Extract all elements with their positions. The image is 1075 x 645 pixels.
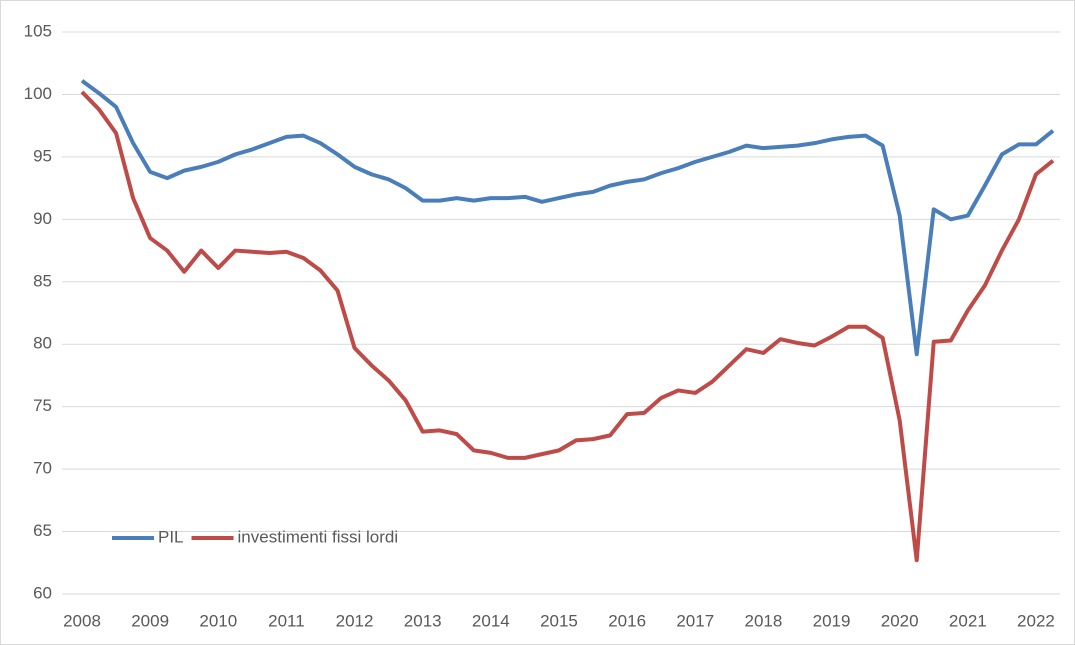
y-tick-label: 65 — [33, 521, 52, 540]
x-tick-label: 2018 — [744, 611, 782, 630]
y-tick-label: 95 — [33, 146, 52, 165]
x-tick-label: 2017 — [676, 611, 714, 630]
legend: PIL investimenti fissi lordi — [112, 527, 398, 546]
x-tick-label: 2015 — [540, 611, 578, 630]
x-tick-label: 2012 — [336, 611, 374, 630]
x-tick-label: 2009 — [131, 611, 169, 630]
line-series — [80, 90, 1055, 563]
x-tick-label: 2008 — [63, 611, 101, 630]
x-tick-label: 2022 — [1017, 611, 1055, 630]
y-tick-label: 70 — [33, 459, 52, 478]
x-tick-label: 2014 — [472, 611, 510, 630]
y-tick-label: 105 — [24, 21, 52, 40]
y-tick-label: 85 — [33, 271, 52, 290]
legend-label: PIL — [158, 527, 184, 546]
x-tick-label: 2010 — [199, 611, 237, 630]
y-tick-label: 60 — [33, 583, 52, 602]
y-tick-label: 80 — [33, 334, 52, 353]
y-tick-label: 75 — [33, 396, 52, 415]
x-tick-label: 2020 — [881, 611, 919, 630]
y-tick-label: 100 — [24, 84, 52, 103]
x-tick-label: 2013 — [404, 611, 442, 630]
line-series — [80, 79, 1055, 357]
y-tick-label: 90 — [33, 209, 52, 228]
x-tick-label: 2021 — [949, 611, 987, 630]
x-tick-label: 2019 — [813, 611, 851, 630]
x-tick-label: 2011 — [268, 611, 305, 630]
legend-label: investimenti fissi lordi — [238, 527, 399, 546]
x-tick-label: 2016 — [608, 611, 646, 630]
